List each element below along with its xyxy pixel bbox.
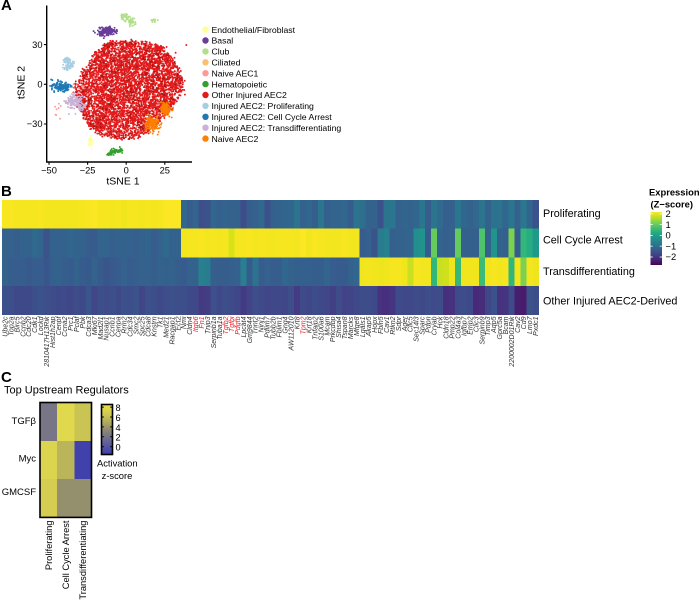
svg-text:A: A <box>1 0 12 14</box>
